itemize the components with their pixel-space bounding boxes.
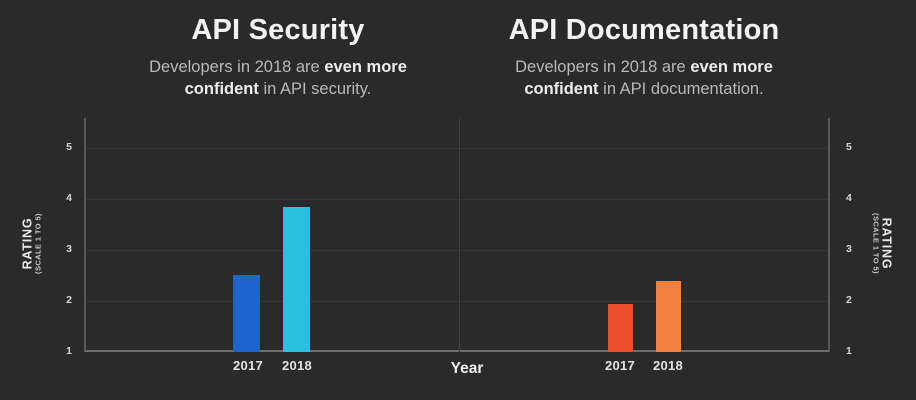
right-y-axis-title: RATING (SCALE 1 TO 5) — [871, 164, 894, 324]
left-chart-title: API Security — [191, 14, 365, 46]
x-tick-label: 2018 — [281, 358, 313, 373]
subtitle-bold: even more — [690, 58, 773, 77]
y-axis-scale-text: (SCALE 1 TO 5) — [871, 213, 881, 274]
y-tick: 4 — [846, 192, 852, 204]
right-chart-title: API Documentation — [508, 14, 780, 46]
y-tick: 3 — [66, 243, 72, 255]
y-axis-title-text: RATING — [20, 217, 35, 270]
right-chart-subtitle: Developers in 2018 are even more confiden… — [461, 57, 827, 101]
x-axis-title: Year — [450, 360, 484, 377]
y-tick: 2 — [846, 294, 852, 306]
subtitle-text: in API documentation. — [598, 80, 764, 99]
x-tick-label: 2017 — [604, 358, 636, 373]
bar-documentation-2018 — [656, 281, 681, 352]
gridline-3 — [84, 250, 830, 251]
y-tick: 5 — [66, 141, 72, 153]
bar-security-2017 — [233, 275, 260, 352]
x-tick-label: 2018 — [652, 358, 684, 373]
y-tick: 3 — [846, 243, 852, 255]
gridline-5 — [84, 148, 830, 149]
subtitle-text: Developers in 2018 are — [515, 58, 691, 77]
subtitle-text: in API security. — [258, 80, 372, 99]
left-y-axis-title: RATING (SCALE 1 TO 5) — [21, 164, 44, 324]
subtitle-bold: even more — [324, 58, 407, 77]
y-axis-scale-text: (SCALE 1 TO 5) — [33, 213, 43, 274]
gridline-2 — [84, 301, 830, 302]
y-tick: 4 — [66, 192, 72, 204]
bar-security-2018 — [283, 207, 310, 352]
subtitle-bold: confident — [184, 80, 259, 99]
center-divider-line — [459, 118, 460, 352]
gridline-4 — [84, 199, 830, 200]
subtitle-bold: confident — [524, 80, 599, 99]
left-chart-subtitle: Developers in 2018 are even more confiden… — [88, 57, 468, 101]
subtitle-text: Developers in 2018 are — [149, 58, 325, 77]
x-tick-label: 2017 — [232, 358, 264, 373]
y-tick: 1 — [846, 345, 852, 357]
left-chart-header: API Security Developers in 2018 are even… — [88, 14, 468, 101]
bar-documentation-2017 — [608, 304, 633, 352]
y-tick: 5 — [846, 141, 852, 153]
y-axis-title-text: RATING — [879, 217, 894, 270]
right-chart-header: API Documentation Developers in 2018 are… — [461, 14, 827, 101]
plot-area — [84, 118, 830, 352]
y-tick: 2 — [66, 294, 72, 306]
y-tick: 1 — [66, 345, 72, 357]
